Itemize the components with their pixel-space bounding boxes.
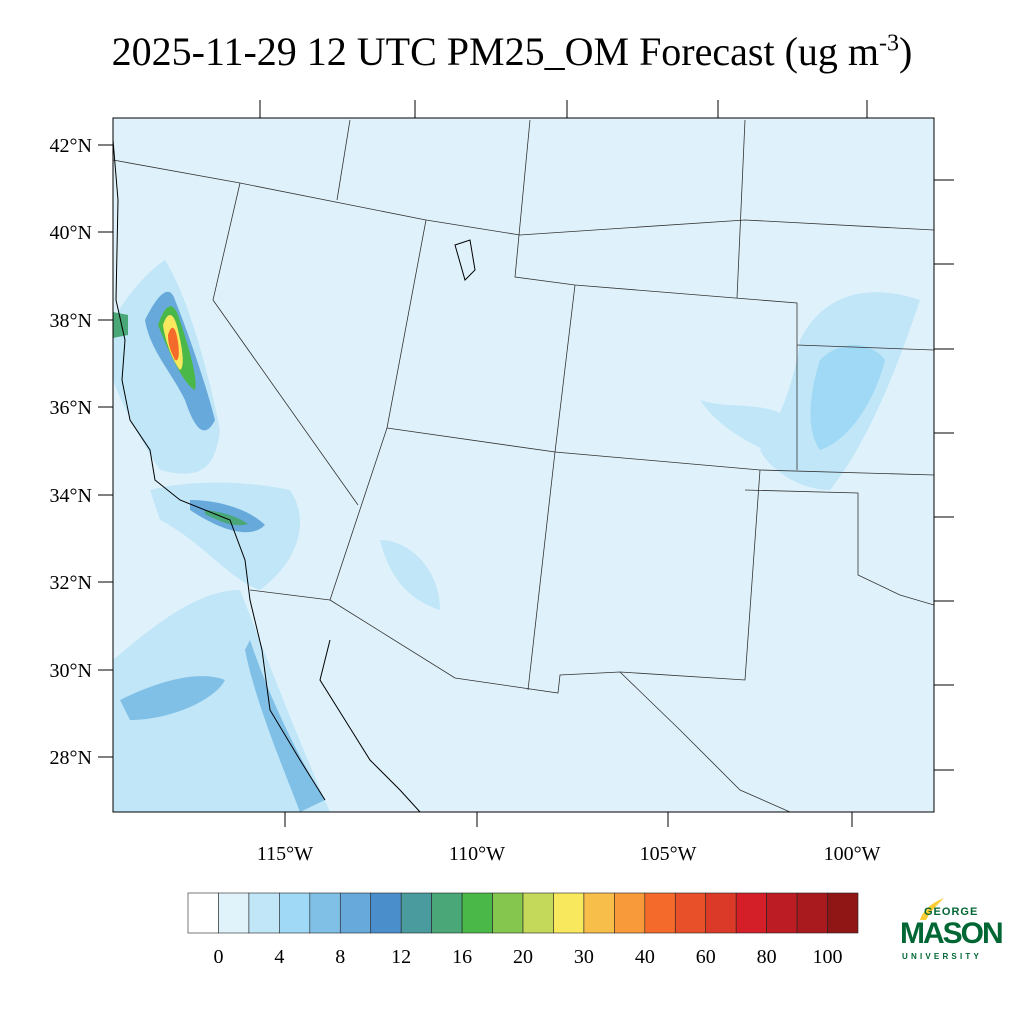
colorbar-box <box>522 892 554 934</box>
map-frame <box>112 117 935 813</box>
lat-label: 30°N <box>50 660 92 682</box>
map-ticks <box>98 100 954 827</box>
lat-label: 42°N <box>50 135 92 157</box>
title-text: 2025-11-29 12 UTC PM25_OM Forecast (ug m <box>111 29 880 74</box>
colorbar-box <box>248 892 280 934</box>
colorbar-label: 30 <box>574 946 594 968</box>
colorbar-box <box>583 892 615 934</box>
concentration-area <box>150 482 300 590</box>
concentration-area <box>700 400 790 460</box>
colorbar-label: 12 <box>391 946 411 968</box>
lat-label: 40°N <box>50 222 92 244</box>
colorbar-box <box>735 892 767 934</box>
colorbar-label: 100 <box>813 946 843 968</box>
colorbar: 0 4 8 12 16 20 30 40 60 80 100 <box>187 892 859 968</box>
lon-label: 110°W <box>449 843 505 865</box>
concentration-area <box>113 590 330 812</box>
colorbar-box <box>827 892 859 934</box>
colorbar-box <box>309 892 341 934</box>
logo-line3: UNIVERSITY <box>902 952 983 961</box>
colorbar-box <box>187 892 219 934</box>
title-close: ) <box>899 29 913 74</box>
logo-line2: MASON <box>900 917 1004 950</box>
map-field <box>113 118 934 812</box>
logo-graphic <box>920 898 944 920</box>
concentration-area <box>168 327 179 361</box>
colorbar-box <box>796 892 828 934</box>
colorbar-label: 4 <box>274 946 284 968</box>
lat-label: 36°N <box>50 397 92 419</box>
lat-label: 38°N <box>50 310 92 332</box>
state-boundaries <box>113 119 934 812</box>
title-superscript: -3 <box>879 30 900 57</box>
colorbar-label: 0 <box>213 946 223 968</box>
colorbar-box <box>644 892 676 934</box>
map-title: 2025-11-29 12 UTC PM25_OM Forecast (ug m… <box>0 28 1024 75</box>
concentration-area <box>113 312 128 338</box>
colorbar-box <box>674 892 707 934</box>
colorbar-box <box>492 892 524 934</box>
logo-line1: GEORGE <box>924 906 979 918</box>
longitude-labels: 115°W 110°W 105°W 100°W <box>257 843 881 865</box>
colorbar-label: 20 <box>513 946 533 968</box>
lat-label: 34°N <box>50 485 92 507</box>
colorbar-box <box>553 892 585 934</box>
colorbar-box <box>339 892 372 934</box>
lat-label: 28°N <box>50 747 92 769</box>
colorbar-label: 16 <box>452 946 472 968</box>
concentration-area <box>810 345 885 450</box>
colorbar-box <box>431 892 463 934</box>
colorbar-label: 8 <box>335 946 345 968</box>
concentration-area <box>245 640 325 812</box>
colorbar-label: 80 <box>757 946 777 968</box>
colorbar-label: 40 <box>635 946 655 968</box>
lat-label: 32°N <box>50 572 92 594</box>
colorbar-box <box>279 892 311 934</box>
concentration-area <box>380 540 440 610</box>
gmu-logo: GEORGE MASON UNIVERSITY <box>898 898 1008 970</box>
latitude-labels: 42°N 40°N 38°N 36°N 34°N 32°N 30°N 28°N <box>50 135 92 769</box>
colorbar-box <box>400 892 432 934</box>
colorbar-box <box>614 892 646 934</box>
colorbar-box <box>705 892 737 934</box>
concentration-area <box>120 676 225 720</box>
colorbar-box <box>461 892 493 934</box>
coastline <box>113 139 476 812</box>
lon-label: 105°W <box>640 843 697 865</box>
colorbar-box <box>218 892 250 934</box>
logo-swoosh <box>920 898 944 920</box>
colorbar-box <box>766 892 798 934</box>
lon-label: 115°W <box>257 843 313 865</box>
lon-label: 100°W <box>824 843 881 865</box>
colorbar-label: 60 <box>696 946 716 968</box>
colorbar-box <box>370 892 402 934</box>
